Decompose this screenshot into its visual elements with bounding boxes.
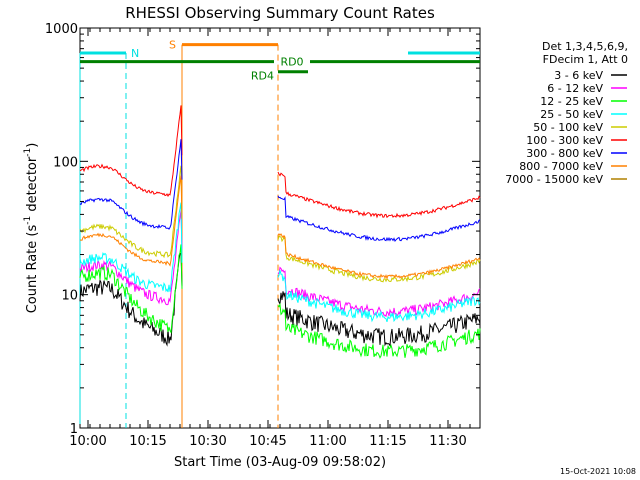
x-tick-label: 10:45 <box>249 434 286 449</box>
x-tick-label: 11:15 <box>369 434 406 449</box>
series-300-800-kev-before <box>79 139 183 230</box>
x-tick-label: 11:00 <box>309 434 346 449</box>
legend-label: 6 - 12 keV <box>547 82 603 95</box>
y-tick-label: 1 <box>70 422 78 437</box>
series-12-25-kev-before <box>79 244 183 334</box>
legend-label: 7000 - 15000 keV <box>505 173 603 186</box>
series-300-800-kev-after <box>277 195 481 242</box>
legend: Det 1,3,4,5,6,9, FDecim 1, Att 0 3 - 6 k… <box>505 40 628 186</box>
series-6-12-kev-after <box>277 266 481 318</box>
annotation-label-n: N <box>131 47 139 60</box>
y-axis-label: Count Rate (s-1 detector-1) <box>23 143 40 314</box>
legend-label: 3 - 6 keV <box>554 69 603 82</box>
y-axis-label-sup1: -1 <box>23 216 33 225</box>
y-axis-label-sup2: -1 <box>23 148 33 157</box>
plot-frame <box>79 27 481 429</box>
legend-label: 12 - 25 keV <box>540 95 603 108</box>
y-axis-label-main: Count Rate (s <box>25 225 40 314</box>
x-tick-label: 10:30 <box>189 434 226 449</box>
y-tick-label: 10 <box>61 289 78 304</box>
legend-header-line-1: Det 1,3,4,5,6,9, <box>542 40 628 53</box>
y-axis-label-end: ) <box>25 143 40 148</box>
x-tick-label: 10:00 <box>69 434 106 449</box>
series-3-6-kev-before <box>79 253 183 347</box>
x-tick-label: 10:15 <box>129 434 166 449</box>
y-tick-label: 1000 <box>45 22 78 37</box>
chart-title: RHESSI Observing Summary Count Rates <box>125 4 435 22</box>
y-tick-label: 100 <box>53 155 78 170</box>
series-6-12-kev-before <box>79 210 183 306</box>
annotation-label-rd0: RD0 <box>280 56 303 69</box>
legend-label: 800 - 7000 keV <box>519 160 603 173</box>
legend-label: 100 - 300 keV <box>526 134 603 147</box>
annotation-label-rd4: RD4 <box>251 70 274 83</box>
series-3-6-kev-after <box>277 291 481 347</box>
series-100-300-kev-after <box>277 171 481 219</box>
legend-label: 50 - 100 keV <box>533 121 603 134</box>
series-800-7000-kev-before <box>79 175 183 267</box>
series-50-100-kev-after <box>277 235 481 283</box>
series-25-50-kev-before <box>79 202 183 293</box>
legend-label: 300 - 800 keV <box>526 147 603 160</box>
series-layer <box>79 105 481 359</box>
axes-layer: 10:00 10:15 10:30 10:45 11:00 11:15 11:30 1 10 10… <box>45 22 481 449</box>
x-tick-label: 11:30 <box>429 434 466 449</box>
series-100-300-kev-before <box>79 105 183 198</box>
legend-label: 25 - 50 keV <box>540 108 603 121</box>
series-50-100-kev-before <box>79 165 183 259</box>
series-12-25-kev-after <box>277 302 481 359</box>
x-axis-label: Start Time (03-Aug-09 09:58:02) <box>174 455 386 470</box>
legend-header-line-2: FDecim 1, Att 0 <box>543 53 628 66</box>
annotation-layer: N S RD0 RD4 <box>79 39 480 428</box>
series-800-7000-kev-after <box>277 233 481 280</box>
annotation-label-s: S <box>169 39 176 52</box>
series-25-50-kev-after <box>277 270 481 323</box>
footer-timestamp: 15-Oct-2021 10:08 <box>560 467 636 476</box>
y-axis-label-mid: detector <box>25 156 40 216</box>
